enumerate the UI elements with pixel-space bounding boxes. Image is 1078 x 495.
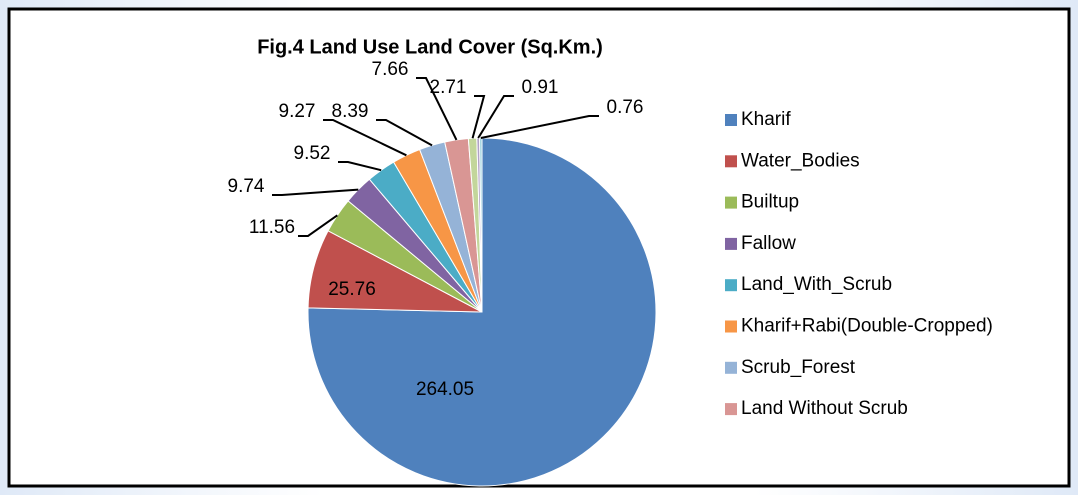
data-label: 264.05: [416, 379, 474, 400]
data-label: 0.91: [522, 77, 559, 98]
legend-label: Builtup: [741, 192, 799, 213]
leader-line: [298, 214, 338, 237]
legend-label: Kharif: [741, 109, 791, 130]
leader-line: [480, 115, 599, 139]
legend-swatch: [725, 237, 737, 250]
legend-label: Kharif+Rabi(Double-Cropped): [741, 316, 993, 337]
data-label: 0.76: [607, 97, 644, 118]
legend-label: Water_Bodies: [741, 150, 860, 171]
legend-swatch: [725, 320, 737, 333]
legend-label: Land_With_Scrub: [741, 274, 892, 295]
leader-line: [272, 188, 359, 196]
data-label: 7.66: [372, 59, 409, 80]
legend-swatch: [725, 114, 737, 126]
data-label: 11.56: [249, 217, 295, 238]
data-label: 9.52: [294, 143, 331, 164]
legend-swatch: [725, 279, 737, 292]
data-label: 9.74: [228, 176, 265, 197]
legend-label: Scrub_Forest: [741, 357, 856, 378]
legend-swatch: [725, 196, 737, 209]
data-label: 2.71: [430, 77, 467, 98]
leader-line: [376, 119, 433, 147]
data-label: 8.39: [332, 101, 369, 122]
leader-line: [338, 161, 382, 172]
legend-label: Fallow: [741, 233, 796, 254]
data-label: 25.76: [328, 279, 376, 300]
leader-line: [477, 95, 514, 139]
data-label: 9.27: [279, 101, 316, 122]
leader-line: [323, 119, 407, 157]
leader-line: [471, 95, 486, 139]
legend-swatch: [725, 361, 737, 374]
legend-label: Land Without Scrub: [741, 398, 908, 419]
legend-swatch: [725, 155, 737, 168]
leader-line: [416, 77, 458, 141]
legend-swatch: [725, 403, 737, 416]
chart-title: Fig.4 Land Use Land Cover (Sq.Km.): [257, 36, 603, 58]
